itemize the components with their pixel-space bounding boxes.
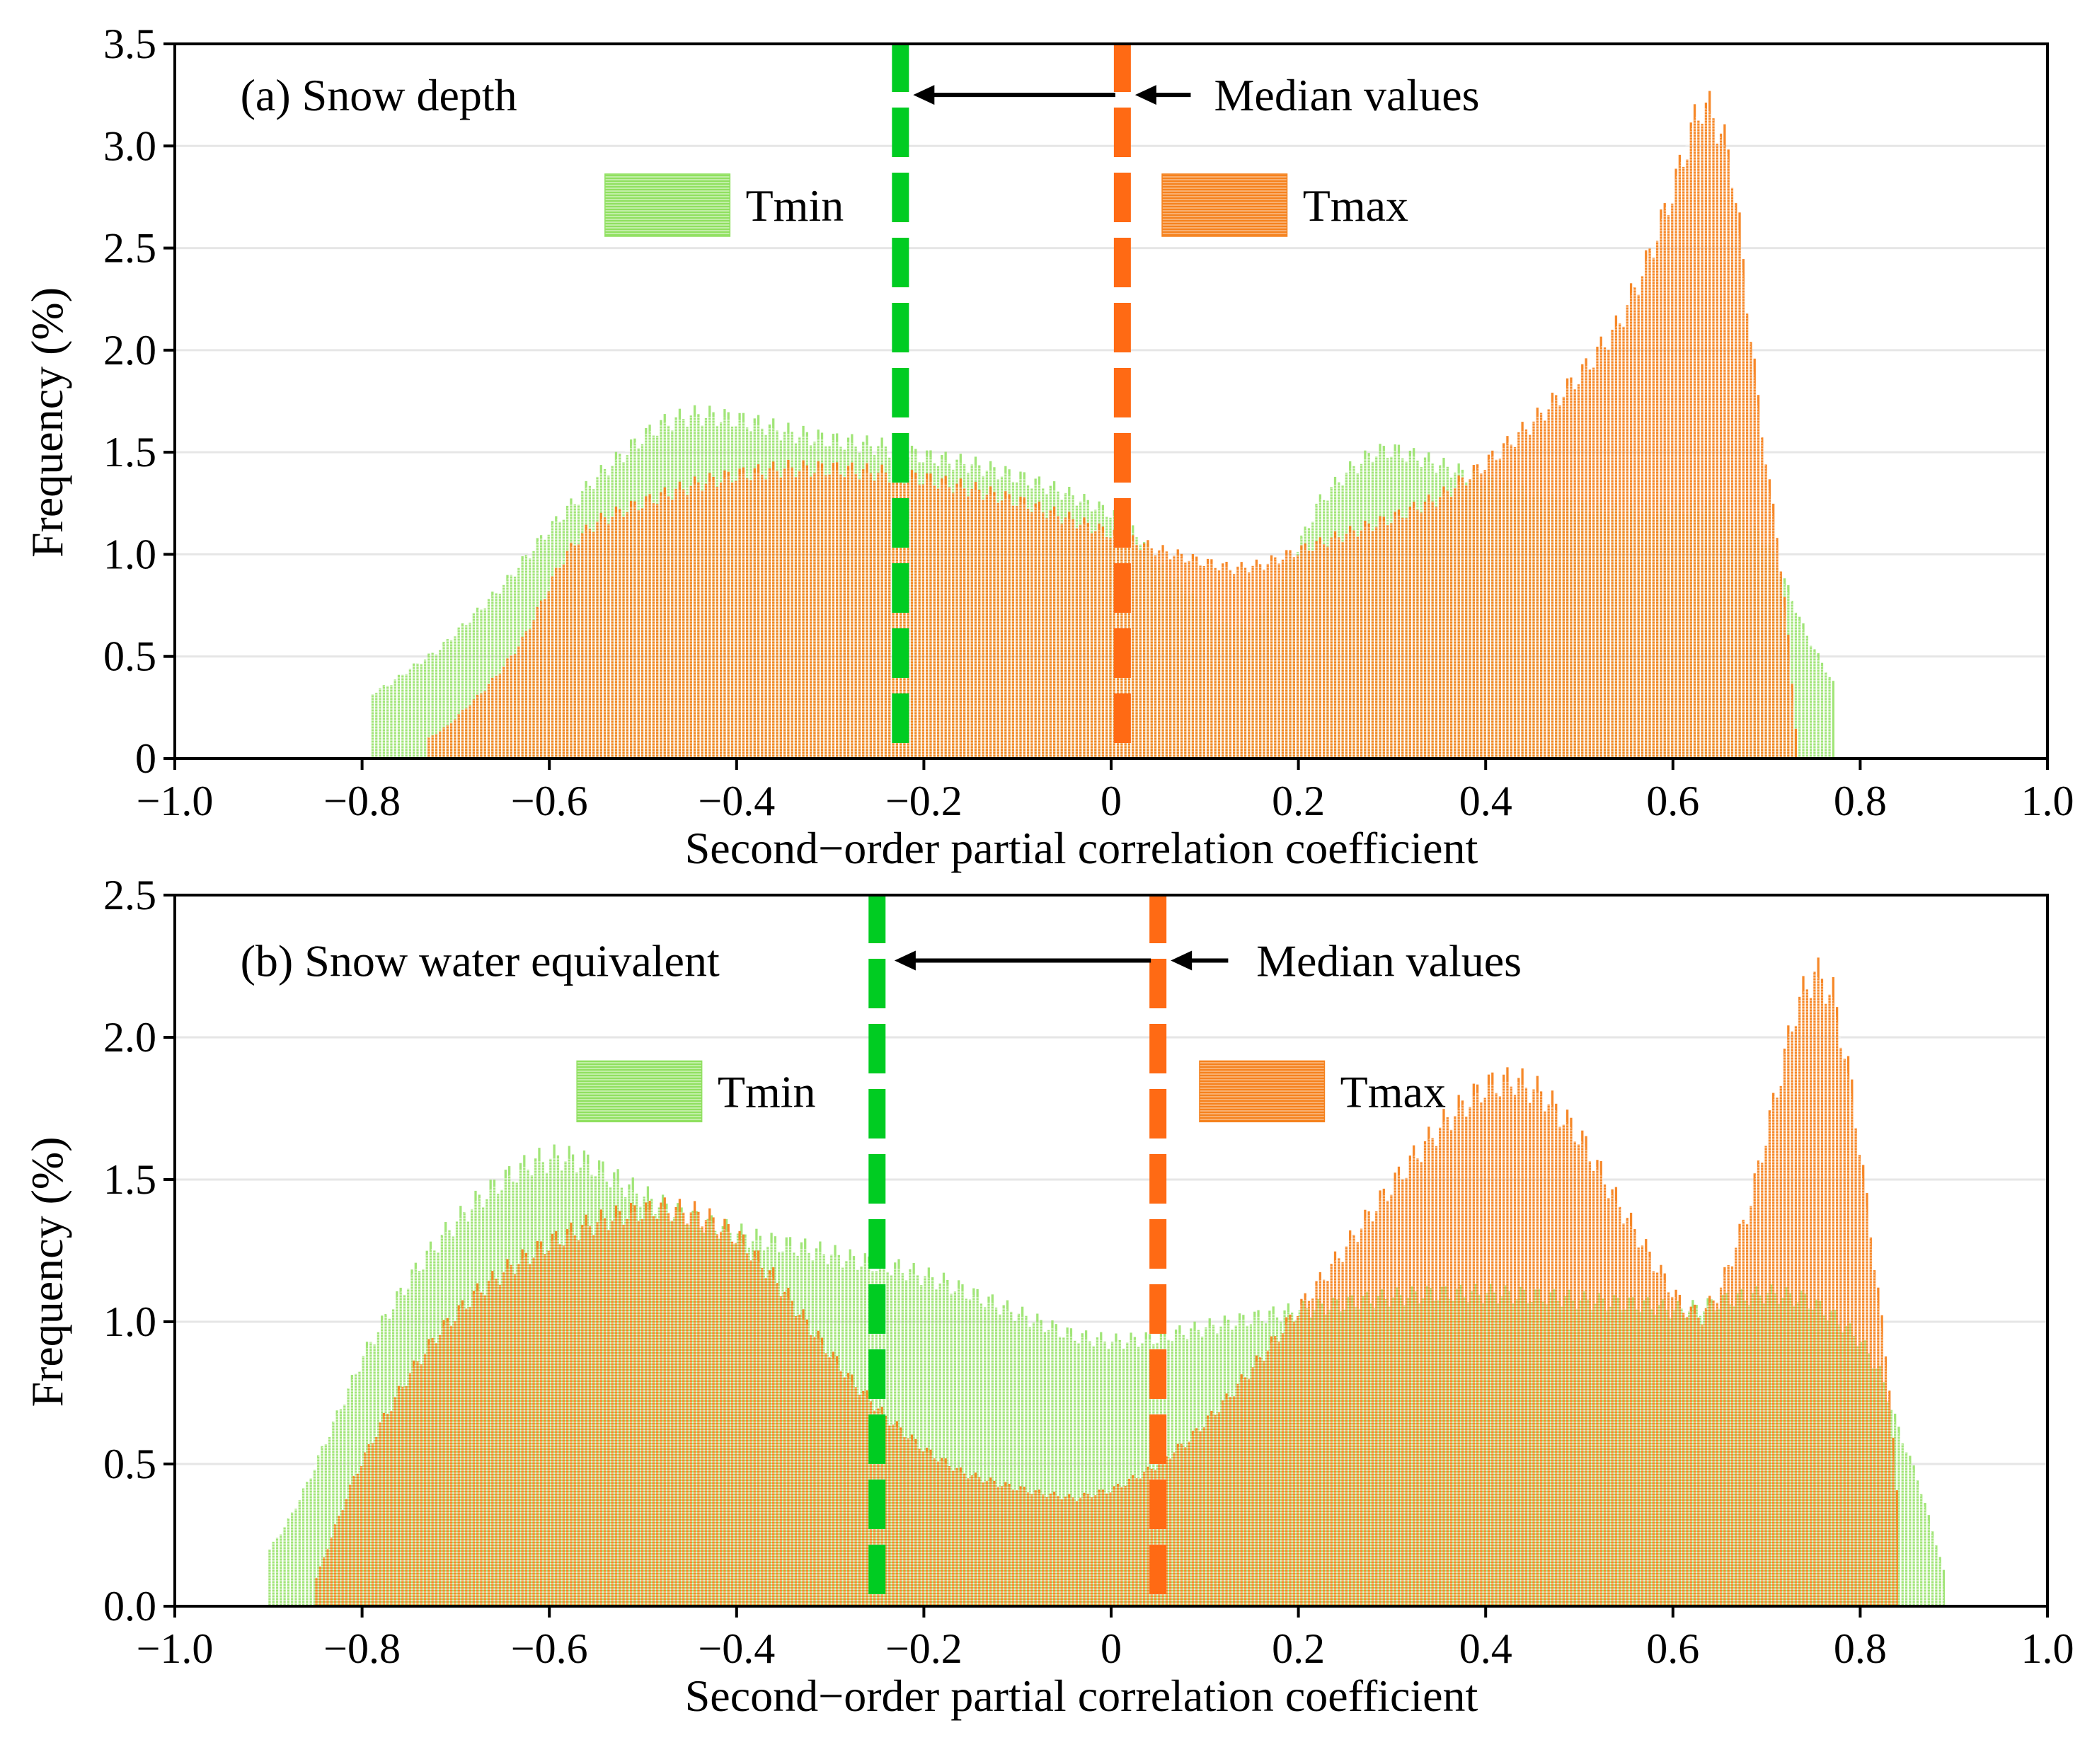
- x-tick-label: 1.0: [2021, 1625, 2074, 1672]
- legend-swatch-texture: [1162, 174, 1287, 236]
- series-tmax-bars: [427, 91, 1798, 759]
- legend: Tmin Tmax: [576, 1060, 1446, 1123]
- x-tick-label: 0.8: [1834, 778, 1887, 824]
- legend-label-tmin: Tmin: [718, 1066, 816, 1117]
- y-tick-label: 1.5: [103, 1156, 156, 1203]
- panel-label: (b) Snow water equivalent: [241, 935, 720, 986]
- median-lines: [892, 42, 1131, 757]
- y-axis-ticks: 0.0 0.5 1.0 1.5 2.0 2.5: [103, 872, 175, 1630]
- y-tick-label: 0: [135, 735, 156, 782]
- y-tick-label: 0.0: [103, 1583, 156, 1630]
- legend-swatch-texture: [605, 174, 730, 236]
- x-tick-label: −1.0: [137, 1625, 214, 1672]
- median-lines: [868, 894, 1167, 1605]
- x-tick-label: 0: [1101, 1625, 1122, 1672]
- bar-tmax: [1895, 1490, 1898, 1606]
- x-tick-label: 0.2: [1272, 1625, 1325, 1672]
- legend-label-tmax: Tmax: [1303, 180, 1408, 231]
- bar-tmax: [1794, 728, 1798, 759]
- panel-label: (a) Snow depth: [241, 70, 517, 120]
- legend-label-tmin: Tmin: [746, 180, 844, 231]
- legend-swatch-texture: [577, 1061, 701, 1122]
- bar-tmin: [1942, 1569, 1946, 1606]
- panel-a: −1.0 −0.8 −0.6 −0.4 −0.2 0 0.2 0.4 0.6 0.8 1.0 0 0.…: [22, 21, 2074, 873]
- x-tick-label: −0.6: [511, 778, 588, 824]
- y-tick-label: 1.5: [103, 429, 156, 475]
- x-tick-label: −0.4: [698, 1625, 775, 1672]
- median-annotation: Median values: [913, 70, 1480, 120]
- y-tick-label: 2.0: [103, 1014, 156, 1061]
- y-axis-label: Frequency (%): [22, 287, 72, 558]
- x-tick-label: 0.4: [1459, 778, 1512, 824]
- median-annotation: Median values: [894, 935, 1522, 986]
- x-axis-label: Second−order partial correlation coeffic…: [685, 823, 1478, 873]
- x-tick-label: −1.0: [137, 778, 214, 824]
- x-tick-label: 1.0: [2021, 778, 2074, 824]
- median-values-label: Median values: [1214, 70, 1480, 120]
- x-tick-label: 0.2: [1272, 778, 1325, 824]
- bar-texture-tmax: [427, 105, 1795, 759]
- panel-b: −1.0 −0.8 −0.6 −0.4 −0.2 0 0.2 0.4 0.6 0.8 1.0 0.0…: [22, 872, 2074, 1721]
- y-tick-label: 2.5: [103, 872, 156, 918]
- bar-tmin: [1832, 681, 1834, 759]
- x-tick-label: −0.2: [885, 1625, 963, 1672]
- x-tick-label: 0.4: [1459, 1625, 1512, 1672]
- x-tick-label: −0.8: [323, 1625, 401, 1672]
- y-tick-label: 2.5: [103, 225, 156, 272]
- y-axis-ticks: 0 0.5 1.0 1.5 2.0 2.5 3.0 3.5: [103, 21, 175, 782]
- arrow-right-head-icon: [1134, 85, 1156, 105]
- x-axis-ticks: −1.0 −0.8 −0.6 −0.4 −0.2 0 0.2 0.4 0.6 0.8 1.0: [137, 1606, 2074, 1672]
- x-tick-label: 0.6: [1646, 1625, 1699, 1672]
- arrow-left-head-icon: [913, 85, 935, 105]
- y-tick-label: 0.5: [103, 633, 156, 680]
- legend-swatch-texture: [1200, 1061, 1324, 1122]
- y-tick-label: 1.0: [103, 531, 156, 577]
- x-tick-label: 0: [1101, 778, 1122, 824]
- series-tmax-bars: [315, 957, 1898, 1606]
- y-tick-label: 3.0: [103, 122, 156, 169]
- y-axis-label: Frequency (%): [22, 1136, 72, 1407]
- median-values-label: Median values: [1256, 935, 1522, 986]
- x-tick-label: −0.6: [511, 1625, 588, 1672]
- y-tick-label: 2.0: [103, 327, 156, 374]
- arrow-left-head-icon: [894, 950, 916, 971]
- x-tick-label: −0.4: [698, 778, 775, 824]
- y-tick-label: 0.5: [103, 1441, 156, 1487]
- y-tick-label: 3.5: [103, 21, 156, 67]
- legend: Tmin Tmax: [604, 173, 1408, 237]
- legend-label-tmax: Tmax: [1340, 1066, 1446, 1117]
- x-tick-label: 0.8: [1834, 1625, 1887, 1672]
- x-tick-label: −0.2: [885, 778, 963, 824]
- bar-texture-tmax: [315, 972, 1898, 1606]
- y-tick-label: 1.0: [103, 1298, 156, 1345]
- arrow-right-head-icon: [1171, 950, 1193, 971]
- x-tick-label: −0.8: [323, 778, 401, 824]
- x-tick-label: 0.6: [1646, 778, 1699, 824]
- x-axis-label: Second−order partial correlation coeffic…: [685, 1671, 1478, 1721]
- x-axis-ticks: −1.0 −0.8 −0.6 −0.4 −0.2 0 0.2 0.4 0.6 0.8 1.0: [137, 759, 2074, 824]
